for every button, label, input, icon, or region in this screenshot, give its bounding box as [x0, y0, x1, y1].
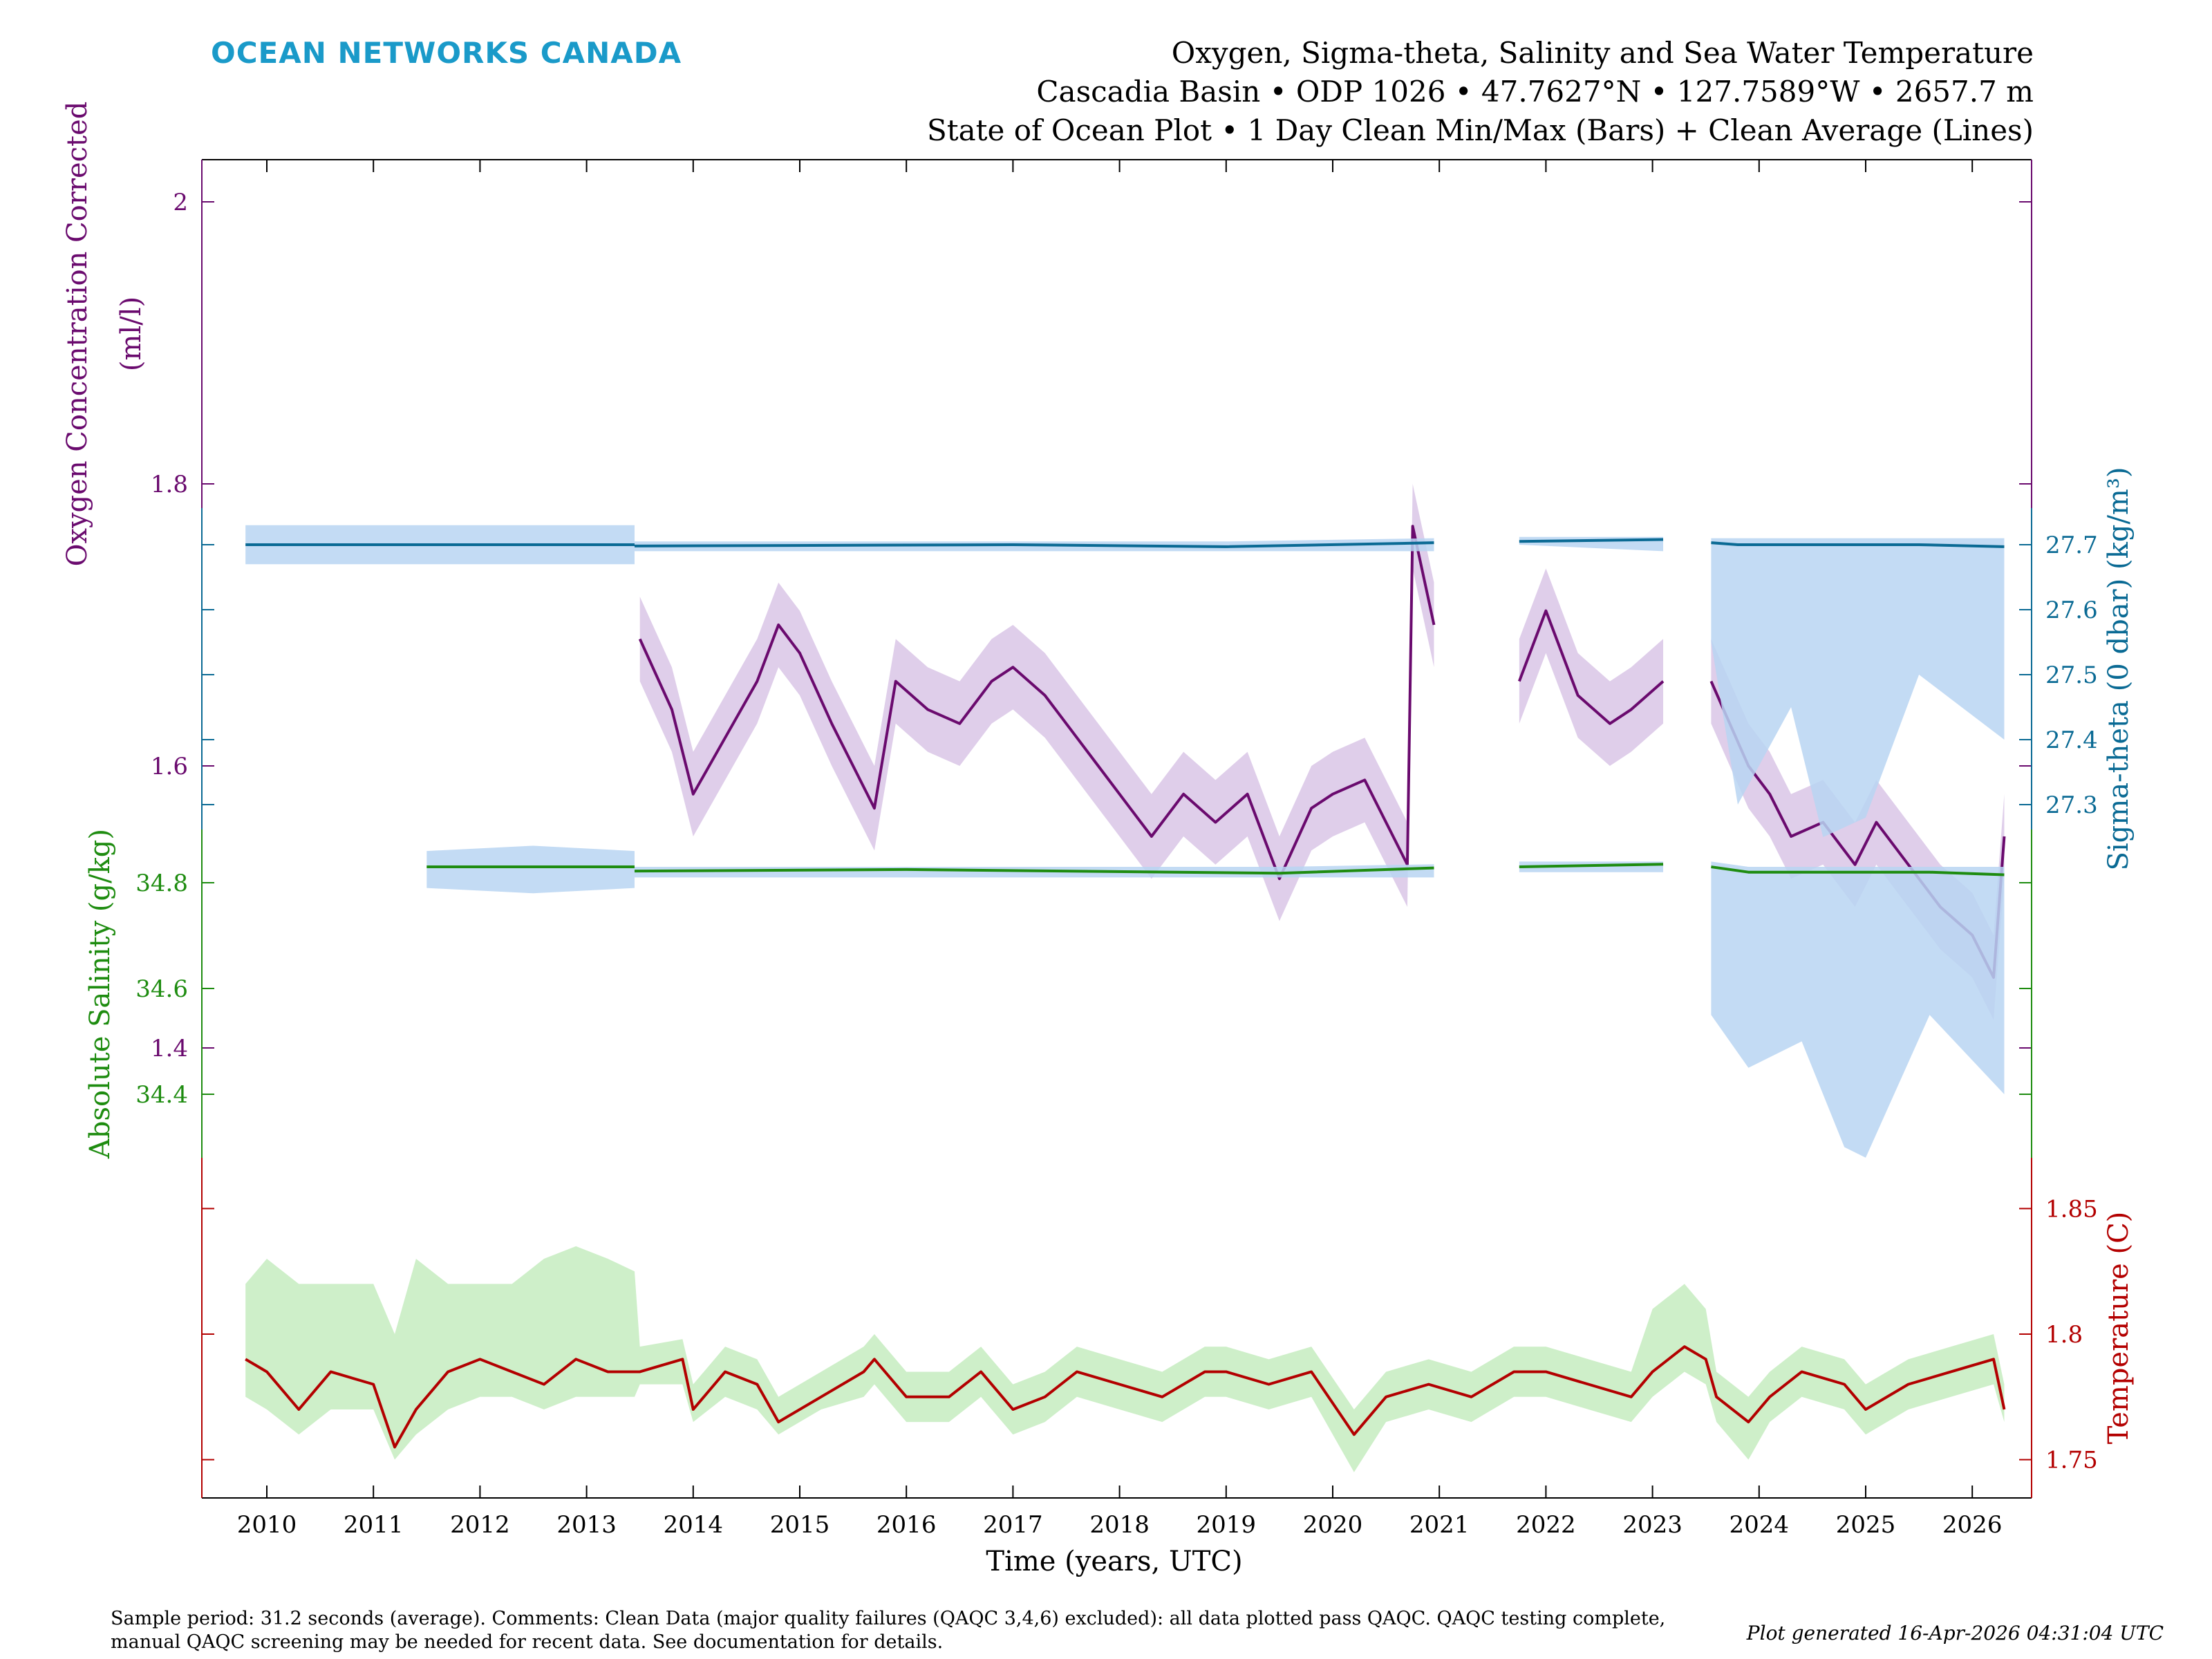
- x-tick-label: 2022: [1516, 1511, 1576, 1539]
- oxygen-axis-label: (ml/l): [115, 297, 147, 371]
- x-tick-label: 2019: [1197, 1511, 1257, 1539]
- plot-subtitle-location: Cascadia Basin • ODP 1026 • 47.7627°N • …: [1036, 75, 2034, 109]
- x-tick-label: 2013: [556, 1511, 617, 1539]
- salinity-tick-label: 34.4: [135, 1081, 188, 1109]
- sigma-tick-label: 27.4: [2045, 727, 2098, 754]
- salinity-average-line: [1519, 863, 1664, 869]
- brand-logo-text: OCEAN NETWORKS CANADA: [211, 36, 682, 70]
- oxygen-tick-label: 1.4: [151, 1035, 188, 1062]
- sigma-minmax-band: [1711, 538, 2005, 837]
- sigma-tick-label: 27.5: [2045, 662, 2098, 689]
- oxygen-average-line: [638, 525, 1436, 881]
- x-tick-label: 2017: [983, 1511, 1043, 1539]
- sigma-tick-label: 27.3: [2045, 791, 2098, 819]
- x-tick-label: 2024: [1730, 1511, 1790, 1539]
- oxygen-tick-label: 2: [173, 189, 188, 216]
- temperature-minmax-band: [245, 1246, 2005, 1472]
- salinity-average-line: [1711, 865, 2005, 877]
- footer-comments: Sample period: 31.2 seconds (average). C…: [111, 1607, 1770, 1654]
- temperature-tick-label: 1.85: [2045, 1195, 2098, 1223]
- footer-line-1: Sample period: 31.2 seconds (average). C…: [111, 1608, 1666, 1629]
- plot-title: Oxygen, Sigma-theta, Salinity and Sea Wa…: [1171, 36, 2034, 70]
- temperature-axis-label: Temperature (C): [2103, 1212, 2135, 1445]
- temperature-tick-label: 1.8: [2045, 1321, 2083, 1349]
- plot-subtitle-method: State of Ocean Plot • 1 Day Clean Min/Ma…: [926, 113, 2034, 147]
- x-tick-label: 2014: [664, 1511, 724, 1539]
- x-tick-label: 2021: [1409, 1511, 1470, 1539]
- oxygen-tick-label: 1.8: [151, 471, 188, 498]
- generated-timestamp: Plot generated 16-Apr-2026 04:31:04 UTC: [1746, 1622, 2164, 1644]
- x-tick-label: 2016: [877, 1511, 937, 1539]
- x-axis-label: Time (years, UTC): [986, 1546, 1242, 1577]
- salinity-tick-label: 34.8: [135, 870, 188, 897]
- sigma-tick-label: 27.6: [2045, 597, 2098, 624]
- x-tick-label: 2018: [1089, 1511, 1150, 1539]
- salinity-minmax-band: [427, 845, 635, 894]
- x-tick-label: 2010: [237, 1511, 297, 1539]
- oxygen-tick-label: 1.6: [151, 753, 188, 780]
- salinity-axis-label: Absolute Salinity (g/kg): [84, 829, 116, 1159]
- temperature-tick-label: 1.75: [2045, 1447, 2098, 1474]
- x-tick-label: 2026: [1942, 1511, 2003, 1539]
- sigma-average-line: [1711, 541, 2005, 548]
- x-tick-label: 2012: [450, 1511, 510, 1539]
- oxygen-average-line: [1517, 609, 1665, 725]
- x-tick-label: 2011: [344, 1511, 404, 1539]
- x-tick-label: 2025: [1836, 1511, 1896, 1539]
- x-tick-label: 2015: [770, 1511, 830, 1539]
- footer-line-2: manual QAQC screening may be needed for …: [111, 1631, 944, 1653]
- salinity-tick-label: 34.6: [135, 975, 188, 1003]
- salinity-minmax-band: [1711, 861, 2005, 1158]
- temperature-average-line: [245, 1345, 2006, 1449]
- sigma-axis-label: Sigma-theta (0 dbar) (kg/m³): [2103, 467, 2135, 870]
- x-tick-label: 2020: [1303, 1511, 1363, 1539]
- oxygen-minmax-band: [1519, 568, 1664, 766]
- sigma-tick-label: 27.7: [2045, 532, 2098, 559]
- sigma-average-line: [1519, 538, 1664, 543]
- salinity-average-line: [634, 866, 1434, 875]
- sigma-average-line: [634, 541, 1434, 548]
- x-tick-label: 2023: [1622, 1511, 1683, 1539]
- oxygen-axis-label: Oxygen Concentration Corrected: [62, 102, 93, 567]
- oxygen-minmax-band: [639, 484, 1434, 921]
